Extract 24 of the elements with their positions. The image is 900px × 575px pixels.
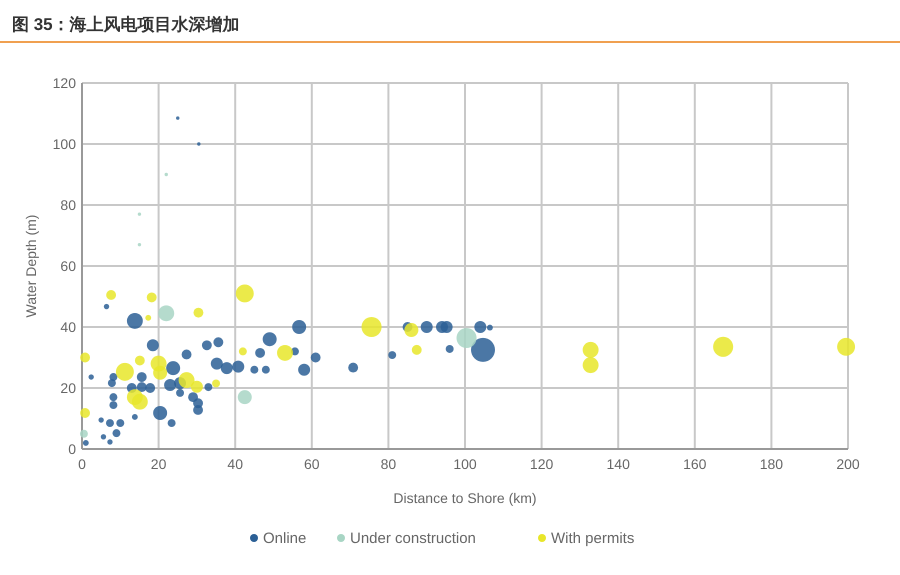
x-tick-label: 80 [380, 456, 396, 472]
y-tick-label: 100 [52, 136, 76, 152]
x-tick-label: 0 [78, 456, 86, 472]
legend-label: With permits [551, 530, 634, 547]
y-tick-label: 0 [68, 441, 76, 457]
y-tick-label: 60 [60, 258, 76, 274]
legend-label: Under construction [350, 530, 476, 547]
y-axis-title: Water Depth (m) [23, 214, 39, 318]
y-tick-label: 80 [60, 197, 76, 213]
x-tick-label: 180 [760, 456, 784, 472]
x-tick-label: 140 [606, 456, 630, 472]
y-tick-label: 40 [60, 319, 76, 335]
x-tick-label: 20 [150, 456, 167, 472]
chart-title: 图 35：海上风电项目水深增加 [12, 15, 240, 34]
x-tick-label: 120 [530, 456, 554, 472]
x-tick-label: 200 [836, 456, 860, 472]
legend-label: Online [263, 530, 306, 547]
x-tick-label: 100 [453, 456, 477, 472]
y-tick-label: 120 [52, 75, 76, 91]
y-tick-label: 20 [60, 380, 76, 396]
x-tick-label: 40 [227, 456, 244, 472]
x-axis-title: Distance to Shore (km) [393, 490, 537, 506]
x-tick-label: 60 [304, 456, 320, 472]
x-tick-label: 160 [683, 456, 707, 472]
